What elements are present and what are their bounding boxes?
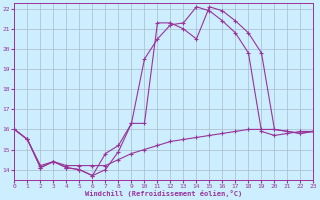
X-axis label: Windchill (Refroidissement éolien,°C): Windchill (Refroidissement éolien,°C) [85,190,243,197]
